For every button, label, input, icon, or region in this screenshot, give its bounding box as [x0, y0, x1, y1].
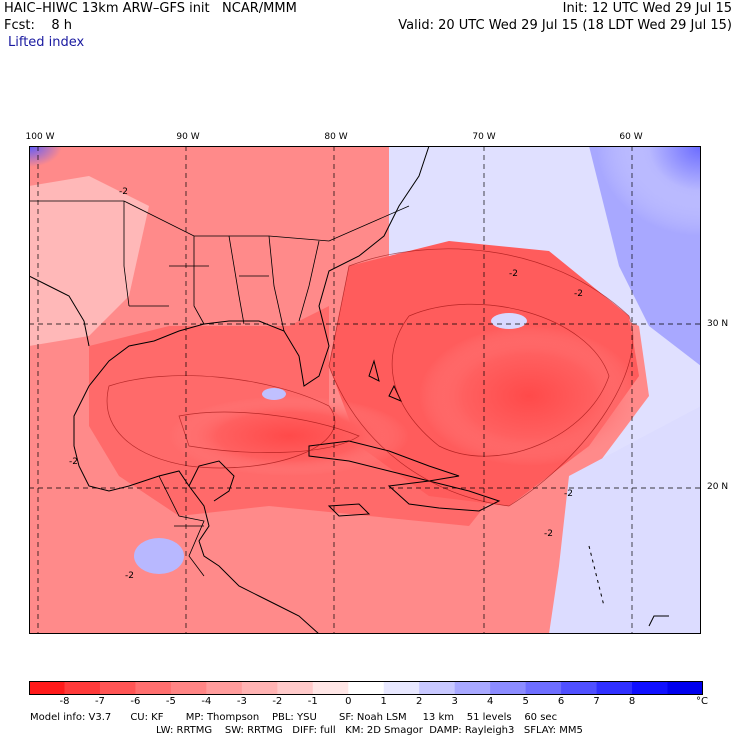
colorbar-swatch: [64, 681, 101, 695]
central-america-stable: [134, 538, 184, 574]
colorbar-swatch: [383, 681, 420, 695]
colorbar-swatch: [525, 681, 562, 695]
state-borders: [29, 200, 410, 577]
instability-core-1: [419, 326, 639, 466]
lon-label-80w: 80 W: [324, 132, 348, 142]
colorbar-tick-label: -3: [236, 696, 247, 707]
colorbar-swatch: [29, 681, 65, 695]
contour-label: -2: [125, 571, 134, 581]
colorbar-tick-label: -2: [272, 696, 283, 707]
contour-label: -2: [544, 529, 553, 539]
contour-label: -2: [69, 457, 78, 467]
contour-label: -2: [574, 289, 583, 299]
header-title: HAIC–HIWC 13km ARW–GFS init NCAR/MMM: [4, 1, 297, 16]
colorbar-swatch: [99, 681, 136, 695]
lat-label-30n: 30 N: [707, 319, 729, 329]
colorbar-tick-label: 6: [557, 696, 565, 707]
colorbar-swatch: [667, 681, 703, 695]
colorbar-tick-label: 0: [345, 696, 352, 707]
contour-label: -2: [564, 489, 573, 499]
model-info-line1: Model info: V3.7 CU: KF MP: Thompson PBL…: [30, 712, 558, 723]
lon-label-70w: 70 W: [472, 132, 496, 142]
contour-label: -2: [119, 187, 128, 197]
colorbar-unit: °C: [696, 696, 708, 707]
colorbar-tick-label: -6: [130, 696, 141, 707]
colorbar-tick-label: 4: [486, 696, 494, 707]
colorbar-swatch: [277, 681, 314, 695]
colorbar-tick-label: 3: [451, 696, 458, 707]
colorbar-swatch: [348, 681, 385, 695]
nw-pale-region: [29, 176, 149, 346]
field-name: Lifted index: [8, 35, 85, 50]
colorbar-swatch: [206, 681, 243, 695]
colorbar-frame: [29, 681, 703, 695]
colorbar-swatch: [596, 681, 633, 695]
colorbar-tick-label: -8: [59, 696, 70, 707]
colorbar-swatch: [312, 681, 349, 695]
colorbar-swatch: [419, 681, 456, 695]
lon-label-60w: 60 W: [619, 132, 643, 142]
colorbar-tick-label: 5: [522, 696, 529, 707]
colorbar-tick-label: -1: [307, 696, 318, 707]
gulf-stable-spot: [262, 388, 286, 400]
colorbar-swatch: [632, 681, 669, 695]
init-time: Init: 12 UTC Wed 29 Jul 15: [562, 1, 732, 16]
colorbar-tick-label: -5: [165, 696, 176, 707]
colorbar-tick-label: 1: [380, 696, 387, 707]
colorbar-tick-label: 7: [593, 696, 600, 707]
colorbar-tick-label: 2: [416, 696, 423, 707]
colorbar-swatch: [170, 681, 207, 695]
colorbar-swatch: [490, 681, 527, 695]
instability-core-2: [169, 396, 409, 476]
colorbar-swatch: [561, 681, 598, 695]
lon-label-90w: 90 W: [176, 132, 200, 142]
colorbar: [29, 681, 703, 695]
atlantic-stable-spot: [491, 313, 527, 329]
colorbar-tick-label: -7: [94, 696, 105, 707]
colorbar-tick-label: 8: [628, 696, 636, 707]
lat-lon-grid: [29, 146, 701, 634]
map-frame: [29, 146, 701, 634]
contour-lines: [106, 248, 634, 507]
southeast-stable: [549, 406, 701, 634]
colorbar-swatch: [241, 681, 278, 695]
lat-label-20n: 20 N: [707, 482, 729, 492]
contour-label: -2: [509, 269, 518, 279]
model-info-line2: LW: RRTMG SW: RRTMG DIFF: full KM: 2D Sm…: [156, 725, 583, 736]
colorbar-swatch: [454, 681, 491, 695]
lifted-index-map: -2 -2 -2 -2 -2 -2 -2: [29, 146, 701, 634]
forecast-hour: Fcst: 8 h: [4, 18, 73, 33]
colorbar-tick-label: -4: [201, 696, 212, 707]
colorbar-swatch: [135, 681, 172, 695]
valid-time: Valid: 20 UTC Wed 29 Jul 15 (18 LDT Wed …: [398, 18, 732, 33]
lon-label-100w: 100 W: [25, 132, 55, 142]
